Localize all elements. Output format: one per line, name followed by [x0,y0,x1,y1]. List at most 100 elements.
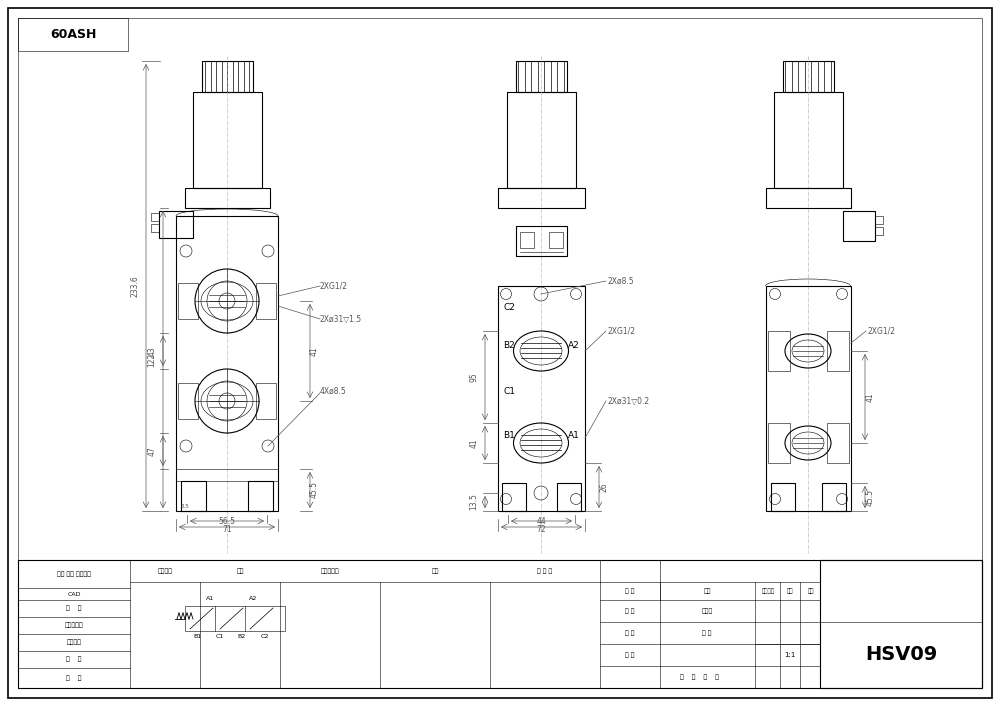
Text: 旧底图总号: 旧底图总号 [65,623,83,628]
Text: 制 图: 制 图 [625,608,635,614]
Text: 41: 41 [310,346,318,356]
Bar [549,232,563,248]
Text: 41: 41 [470,438,479,448]
Text: 校 对: 校 对 [625,630,635,636]
Bar [159,211,193,238]
Text: 标记 处数 附件单位: 标记 处数 附件单位 [57,571,91,577]
Text: 标记处数: 标记处数 [158,568,173,574]
Text: A1: A1 [568,431,580,441]
Text: 底图总号: 底图总号 [66,640,82,645]
Text: 95: 95 [470,372,479,382]
Bar [256,283,276,319]
Text: 2Xø8.5: 2Xø8.5 [608,277,635,285]
Text: A2: A2 [568,342,580,350]
Bar [193,92,262,188]
Text: 45.5: 45.5 [310,481,318,498]
Text: 设 计: 设 计 [625,588,635,594]
Bar [507,92,576,188]
Bar [827,331,849,371]
Text: 72: 72 [537,525,546,534]
Bar [256,383,276,419]
Text: HSV09: HSV09 [865,645,937,664]
Bar [516,226,567,256]
Text: 71: 71 [222,525,232,534]
Bar [498,188,585,208]
Bar [185,606,285,631]
Text: 分区: 分区 [236,568,244,574]
Bar [178,383,198,419]
Bar [181,481,206,511]
Text: B2: B2 [238,633,246,638]
Text: A2: A2 [249,597,257,602]
Bar [248,481,273,511]
Text: 签    字: 签 字 [66,657,82,662]
Bar [768,423,790,463]
Text: C2: C2 [503,304,515,313]
Text: 2Xø31▽0.2: 2Xø31▽0.2 [608,397,650,405]
Bar [498,286,585,511]
Bar [176,469,278,481]
Text: 26: 26 [600,482,608,492]
Text: 更改文件号: 更改文件号 [321,568,339,574]
Text: C1: C1 [503,386,515,395]
Text: 批 准: 批 准 [702,630,712,636]
Bar [822,483,846,511]
Bar [520,232,534,248]
Bar [766,188,851,208]
Text: 共    张    第    张: 共 张 第 张 [680,674,720,680]
Text: 审 核: 审 核 [625,652,635,658]
Text: 45.5: 45.5 [866,489,874,505]
Text: 日    期: 日 期 [66,675,82,681]
Text: 44: 44 [537,517,546,527]
Text: B1: B1 [193,633,201,638]
Text: 41: 41 [866,393,874,402]
Text: 描    校: 描 校 [66,606,82,611]
Bar [18,560,982,688]
Text: 56.5: 56.5 [218,517,236,527]
Text: 3.5: 3.5 [181,503,189,508]
Text: 47: 47 [148,446,156,456]
Bar [768,331,790,371]
Text: 工艺: 工艺 [703,588,711,594]
Bar [202,61,253,92]
Bar [843,211,875,241]
Bar [875,227,883,235]
Text: 标准化: 标准化 [701,608,713,614]
Bar [502,483,526,511]
Bar [151,213,159,221]
Bar [176,216,278,511]
Bar [875,216,883,224]
Text: 2XG1/2: 2XG1/2 [608,326,636,335]
Text: CAD: CAD [67,592,81,597]
Bar [185,188,270,208]
Bar [774,92,843,188]
Bar [783,61,834,92]
Text: 2XG1/2: 2XG1/2 [320,282,348,290]
Text: 年 月 日: 年 月 日 [537,568,553,574]
Bar [820,560,982,688]
Text: 60ASH: 60ASH [50,28,96,40]
Text: 4Xø8.5: 4Xø8.5 [320,386,347,395]
Bar [151,224,159,232]
Bar [557,483,581,511]
Text: 122: 122 [148,352,156,366]
Text: 13.5: 13.5 [470,493,479,510]
Bar [827,423,849,463]
Text: C2: C2 [261,633,269,638]
Bar [766,286,851,511]
Bar [600,560,820,688]
Bar [178,283,198,319]
Text: 签名: 签名 [431,568,439,574]
Text: A1: A1 [206,597,214,602]
Text: 43: 43 [148,346,156,356]
Text: 1:1: 1:1 [784,652,796,658]
Text: 数量: 数量 [787,588,793,594]
Bar [516,61,567,92]
Text: C1: C1 [216,633,224,638]
Text: 2XG1/2: 2XG1/2 [867,326,895,335]
Text: 2Xø31▽1.5: 2Xø31▽1.5 [320,314,362,323]
Bar [18,18,128,51]
Text: 阶段标记: 阶段标记 [762,588,774,594]
Bar [771,483,795,511]
Text: B2: B2 [503,342,515,350]
